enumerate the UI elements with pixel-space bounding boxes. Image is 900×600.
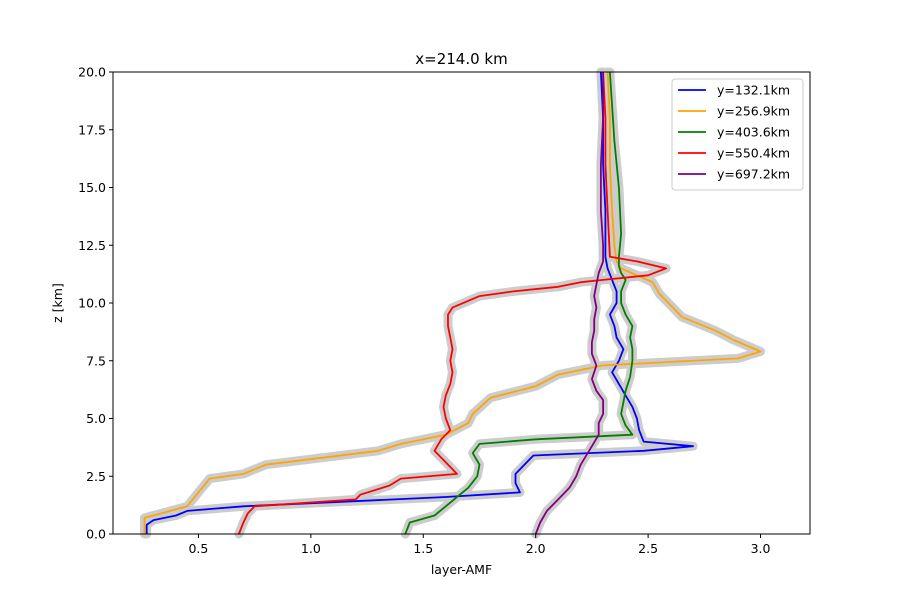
legend-label-4: y=550.4km [717, 146, 790, 161]
series-line-3 [404, 71, 634, 535]
series-lines [143, 71, 762, 535]
y-tick-label: 20.0 [78, 65, 106, 80]
x-tick-label: 1.0 [301, 541, 321, 556]
x-tick-label: 0.5 [188, 541, 208, 556]
y-tick-label: 0.0 [86, 527, 106, 542]
x-tick-label: 2.0 [526, 541, 546, 556]
series-line-1 [145, 71, 694, 534]
y-tick-label: 15.0 [78, 180, 106, 195]
series-line-4 [238, 71, 667, 535]
y-tick-label: 12.5 [78, 238, 106, 253]
x-axis-label: layer-AMF [431, 562, 492, 577]
x-tick-label: 3.0 [751, 541, 771, 556]
legend-label-3: y=403.6km [717, 125, 790, 140]
y-tick-label: 17.5 [78, 122, 106, 137]
y-axis: 0.0 2.5 5.0 7.5 10.0 12.5 15.0 17.5 20.0 [78, 65, 113, 542]
y-axis-label: z [km] [50, 283, 65, 323]
x-tick-label: 2.5 [638, 541, 658, 556]
legend-label-2: y=256.9km [717, 104, 790, 119]
x-tick-label: 1.5 [413, 541, 433, 556]
y-tick-label: 5.0 [86, 411, 106, 426]
legend: y=132.1km y=256.9km y=403.6km y=550.4km y=69… [671, 78, 804, 191]
series-line-5 [534, 72, 604, 535]
legend-label-1: y=132.1km [717, 83, 790, 98]
y-tick-label: 2.5 [86, 469, 106, 484]
legend-box [671, 78, 804, 191]
y-tick-label: 7.5 [86, 353, 106, 368]
x-axis: 0.5 1.0 1.5 2.0 2.5 3.0 [188, 534, 771, 556]
y-tick-label: 10.0 [78, 296, 106, 311]
legend-label-5: y=697.2km [717, 167, 790, 182]
chart-title: x=214.0 km [415, 50, 507, 68]
